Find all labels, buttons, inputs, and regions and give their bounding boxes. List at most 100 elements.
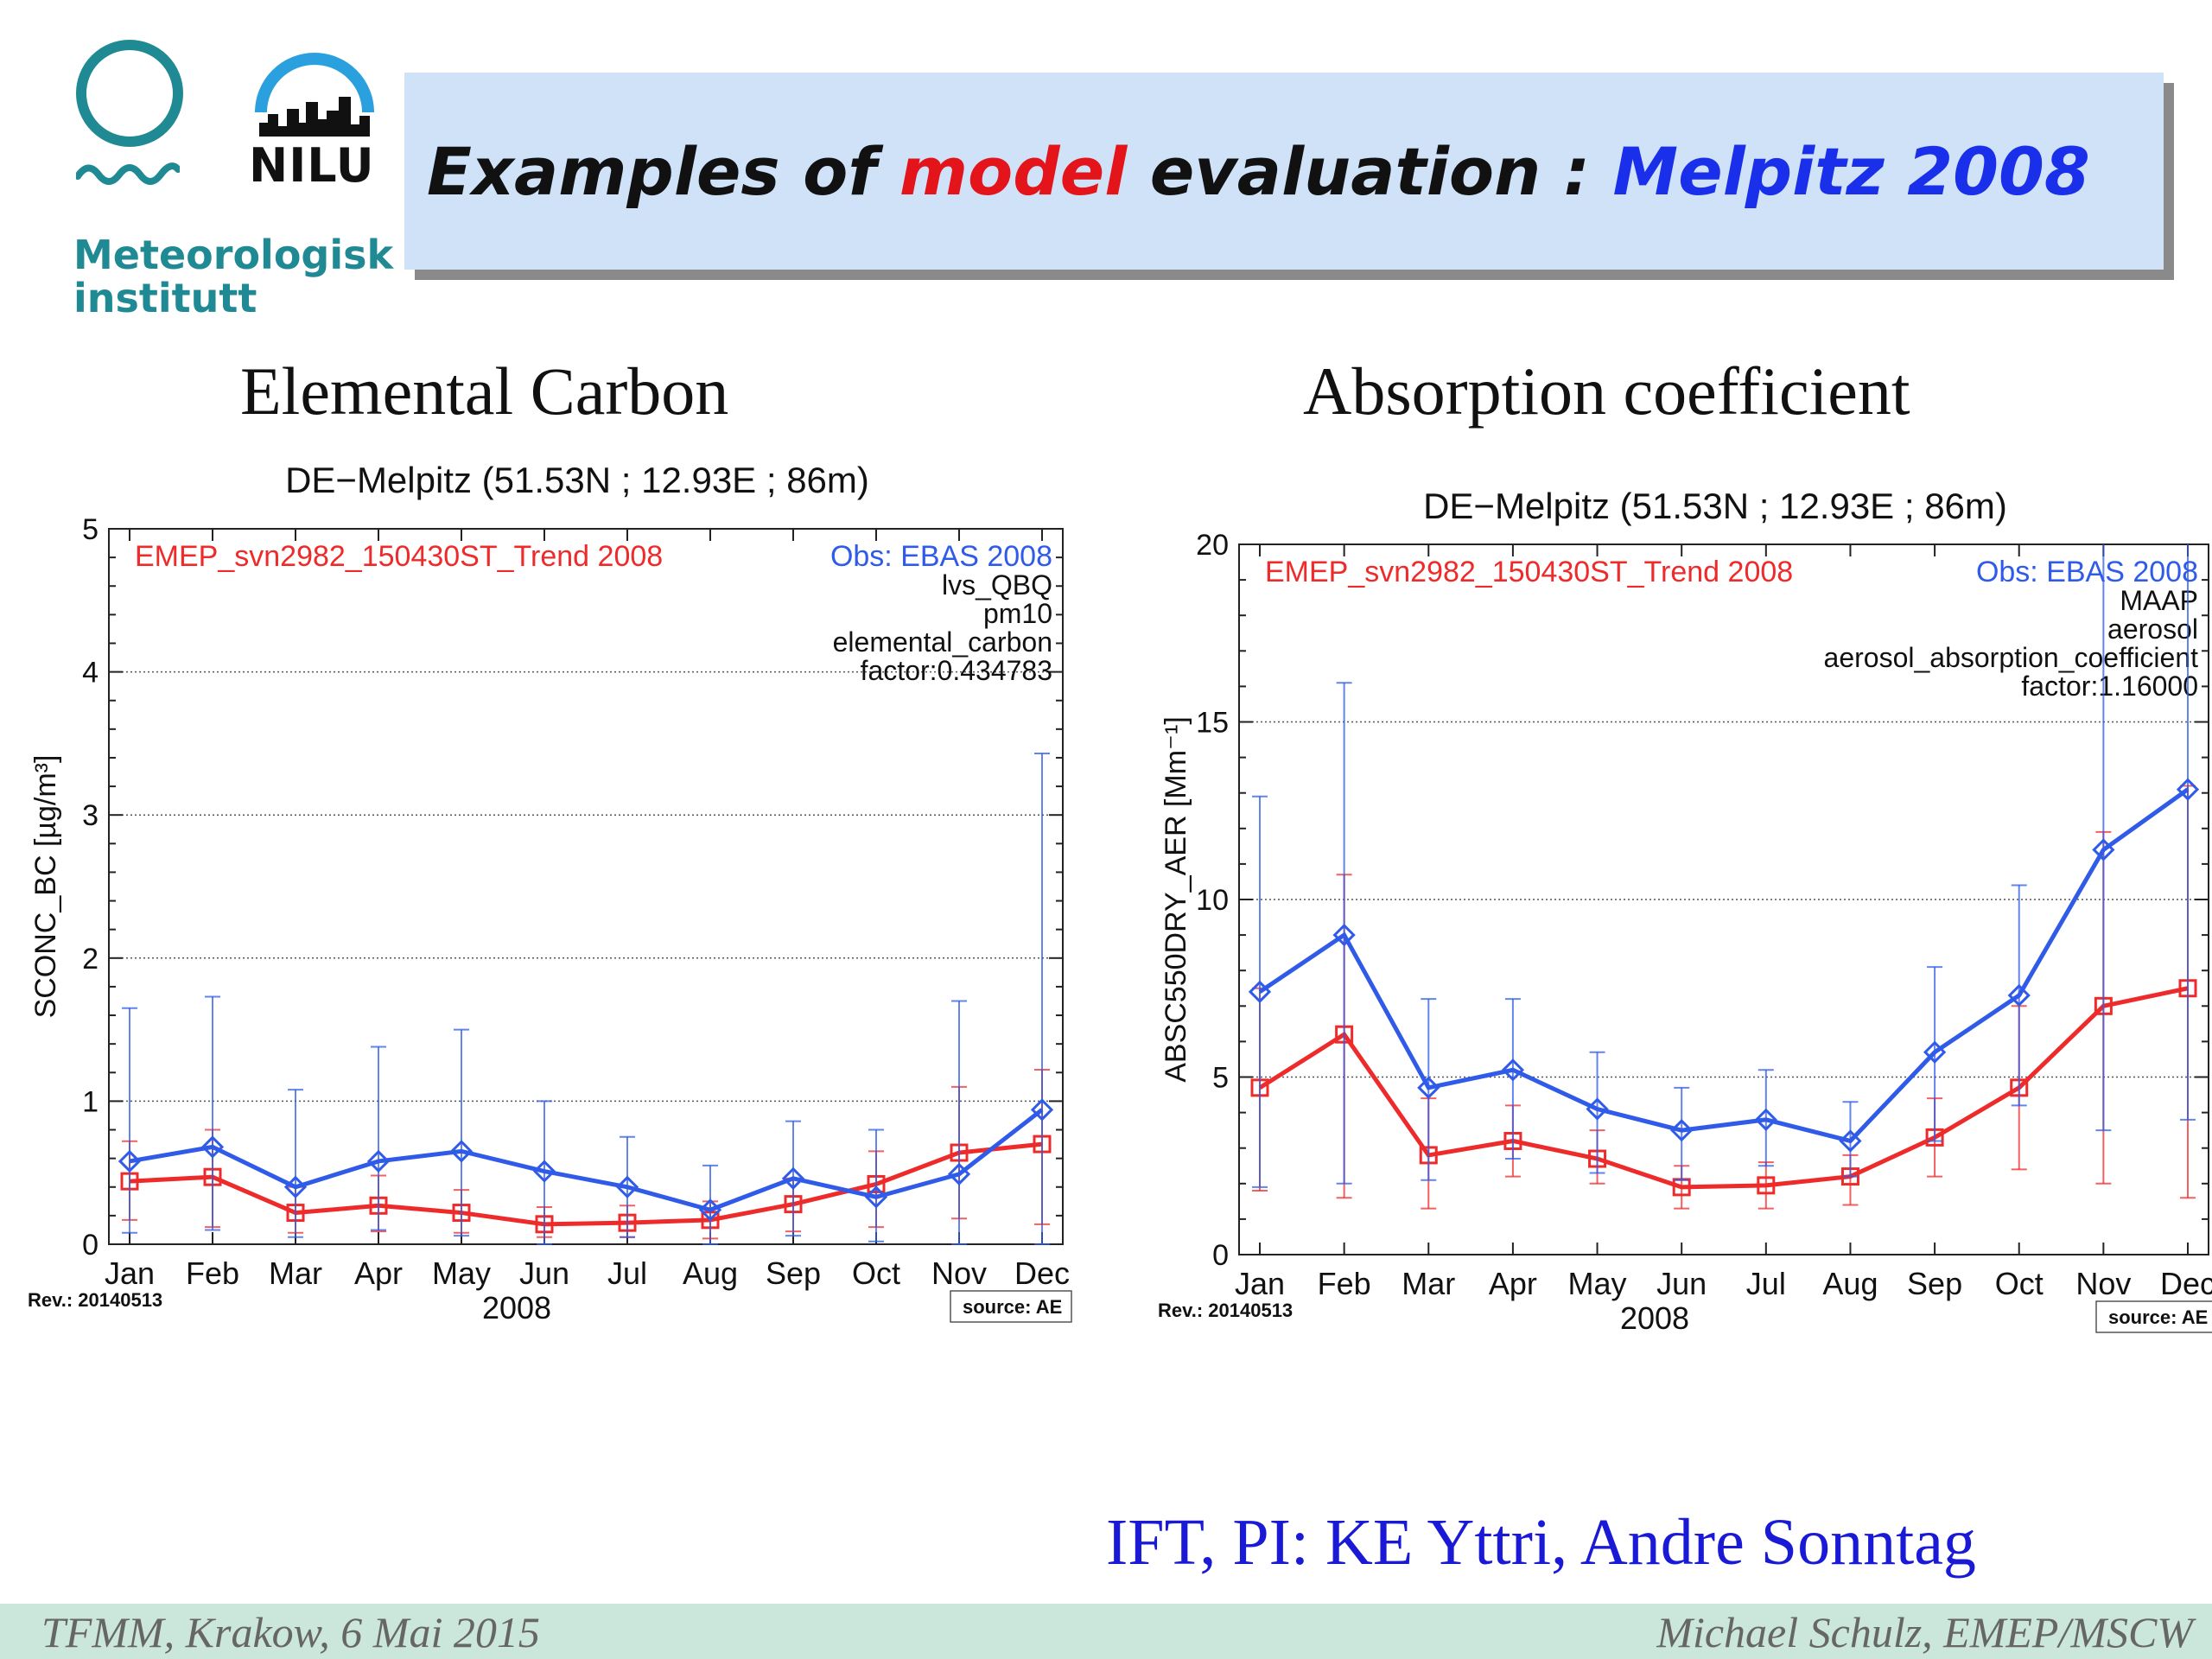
- x-axis-label: 2008: [482, 1290, 551, 1325]
- title-banner: Examples of model evaluation : Melpitz 2…: [404, 73, 2164, 270]
- data-point-obs: [200, 1135, 225, 1159]
- nilu-logo-text: NILU: [249, 138, 375, 193]
- chart-elemental-carbon-svg: DE−Melpitz (51.53N ; 12.93E ; 86m) 0 1 2 3 4 5…: [28, 460, 1072, 1325]
- data-point-obs: [283, 1175, 308, 1198]
- source-box: [950, 1290, 1072, 1323]
- series-line: [1258, 787, 2190, 1144]
- footer-left: TFMM, Krakow, 6 Mai 2015: [41, 1608, 540, 1656]
- footer-right: Michael Schulz, EMEP/MSCW: [1656, 1608, 2193, 1656]
- y-tick-label: 1: [82, 1085, 99, 1118]
- data-point-obs: [698, 1198, 722, 1222]
- info-line: aerosol_absorption_coefficient: [1824, 642, 2199, 673]
- info-line: factor:1.16000: [2021, 671, 2198, 702]
- data-point-obs: [1501, 1058, 1525, 1082]
- x-tick-label: Sep: [1907, 1266, 1962, 1301]
- chart-elemental-carbon: DE−Melpitz (51.53N ; 12.93E ; 86m) 0 1 2 3 4 5…: [0, 449, 1089, 1339]
- y-tick-label: 15: [1196, 707, 1229, 740]
- x-tick-label: Nov: [2075, 1266, 2131, 1301]
- series-line: [129, 1141, 1043, 1227]
- x-tick-label: Aug: [1822, 1266, 1878, 1301]
- info-line: aerosol: [2107, 613, 2198, 645]
- data-point-obs: [2092, 838, 2115, 861]
- nilu-logo: NILU: [249, 43, 387, 199]
- data-point-model: [1757, 1176, 1776, 1195]
- plot-frame: [108, 528, 1064, 1245]
- chart-title: DE−Melpitz (51.53N ; 12.93E ; 86m): [1423, 486, 2007, 526]
- data-point-obs: [1332, 923, 1356, 947]
- chart-absorption-coefficient: DE−Melpitz (51.53N ; 12.93E ; 86m) 0 5 10 15…: [1149, 467, 2212, 1357]
- x-tick-label: Apr: [354, 1255, 403, 1291]
- source-label: source: AE: [2108, 1306, 2208, 1328]
- source-label: source: AE: [963, 1296, 1062, 1318]
- x-tick-label: Jul: [1746, 1266, 1786, 1301]
- x-tick-label: Mar: [269, 1255, 322, 1291]
- data-point-obs: [1030, 1098, 1054, 1122]
- data-point-obs: [1754, 1108, 1777, 1131]
- y-tick-label: 0: [82, 1229, 99, 1262]
- info-line: factor:0.434783: [861, 655, 1052, 686]
- data-point-obs: [1417, 1076, 1440, 1099]
- y-axis-label: ABSC550DRY_AER [Mm⁻¹]: [1160, 716, 1192, 1083]
- data-point-obs: [781, 1166, 805, 1190]
- y-tick-label: 20: [1196, 529, 1229, 562]
- met-ring-icon: [76, 40, 183, 147]
- data-point-obs: [1839, 1129, 1862, 1153]
- legend-model: EMEP_svn2982_150430ST_Trend 2008: [135, 540, 663, 573]
- x-tick-label: Aug: [683, 1255, 738, 1291]
- data-point-obs: [947, 1162, 971, 1185]
- y-tick-label: 2: [82, 943, 99, 976]
- legend-obs: Obs: EBAS 2008: [1976, 556, 2198, 588]
- data-point-obs: [864, 1185, 888, 1209]
- data-point-obs: [615, 1175, 639, 1198]
- y-tick-label: 3: [82, 799, 99, 832]
- y-axis-label: SCONC_BC [µg/m³]: [29, 755, 62, 1019]
- x-tick-label: Feb: [186, 1255, 239, 1291]
- rev-label: Rev.: 20140513: [1158, 1300, 1293, 1321]
- data-point-obs: [449, 1140, 474, 1163]
- chart-absorption-coefficient-svg: DE−Melpitz (51.53N ; 12.93E ; 86m) 0 5 10 15…: [1158, 486, 2212, 1336]
- y-tick-label: 0: [1212, 1239, 1229, 1272]
- info-line: lvs_QBQ: [942, 569, 1052, 601]
- x-tick-label: Jun: [519, 1255, 569, 1291]
- met-logo-text: Meteorologisk institutt: [73, 232, 394, 321]
- x-tick-label: Jan: [1235, 1266, 1285, 1301]
- credit-text: IFT, PI: KE Yttri, Andre Sonntag: [1106, 1506, 1976, 1579]
- info-line: elemental_carbon: [833, 626, 1052, 658]
- data-point-obs: [118, 1149, 142, 1173]
- x-tick-label: May: [432, 1255, 491, 1291]
- source-box: [2095, 1300, 2212, 1333]
- data-point-obs: [1586, 1097, 1609, 1121]
- x-tick-label: Jan: [105, 1255, 155, 1291]
- footer-bar: TFMM, Krakow, 6 Mai 2015 Michael Schulz,…: [0, 1604, 2212, 1659]
- x-axis-label: 2008: [1620, 1300, 1689, 1336]
- section-title-elemental-carbon: Elemental Carbon: [240, 353, 729, 429]
- y-tick-label: 5: [1212, 1062, 1229, 1095]
- rev-label: Rev.: 20140513: [28, 1289, 162, 1311]
- x-tick-label: Oct: [852, 1255, 900, 1291]
- data-point-obs: [2007, 983, 2031, 1007]
- met-wave-icon: [76, 162, 180, 185]
- data-point-obs: [2176, 778, 2200, 801]
- x-tick-label: Oct: [1995, 1266, 2044, 1301]
- x-tick-label: May: [1568, 1266, 1627, 1301]
- info-line: MAAP: [2120, 585, 2198, 616]
- data-point-obs: [1923, 1040, 1947, 1064]
- x-tick-label: Dec: [1014, 1255, 1070, 1291]
- met-institutt-logo: Meteorologisk institutt: [69, 35, 393, 328]
- x-tick-label: Sep: [766, 1255, 821, 1291]
- section-title-absorption: Absorption coefficient: [1303, 353, 1910, 429]
- series-line: [1258, 986, 2189, 1190]
- slide-title: Examples of model evaluation : Melpitz 2…: [427, 132, 2090, 210]
- nilu-skyline-icon: [255, 53, 374, 137]
- data-point-obs: [532, 1160, 556, 1183]
- y-tick-label: 4: [82, 657, 99, 690]
- x-tick-label: Jul: [607, 1255, 647, 1291]
- data-point-obs: [1670, 1119, 1694, 1142]
- y-tick-label: 5: [82, 513, 99, 546]
- x-tick-label: Mar: [1402, 1266, 1455, 1301]
- x-tick-label: Nov: [931, 1255, 987, 1291]
- x-tick-label: Dec: [2160, 1266, 2212, 1301]
- info-line: pm10: [983, 598, 1052, 629]
- x-tick-label: Apr: [1489, 1266, 1537, 1301]
- series-line: [129, 1108, 1044, 1212]
